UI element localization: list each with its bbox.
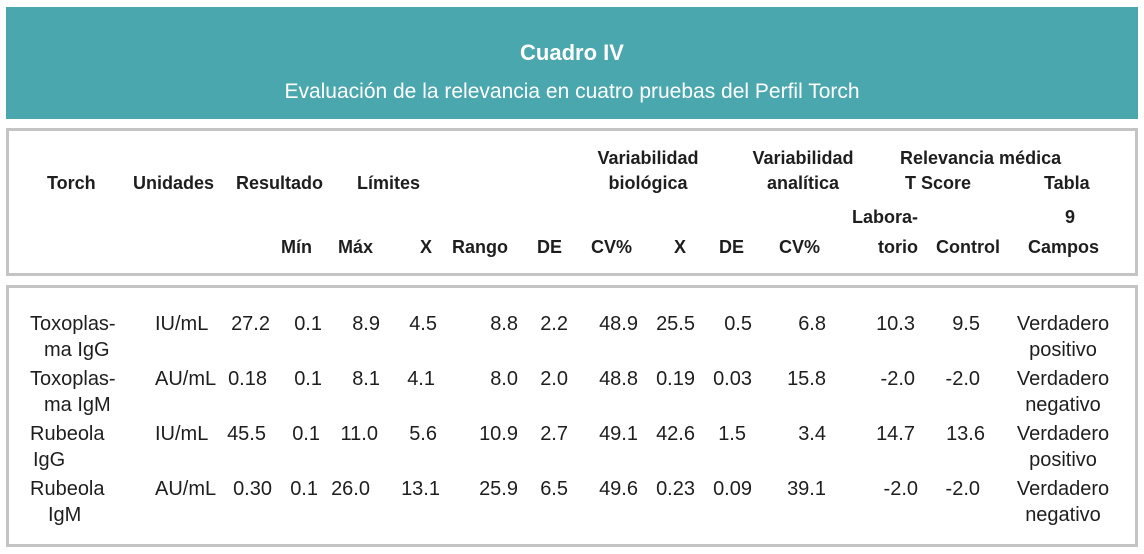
cell-resultado: 0.18 xyxy=(228,368,267,390)
cell-x-analitica: 0.19 xyxy=(656,368,695,390)
header-campos: Campos xyxy=(1028,237,1100,257)
cell-x: 4.5 xyxy=(409,313,437,335)
cell-torch-line1: Rubeola xyxy=(30,423,105,445)
header-max: Máx xyxy=(338,237,374,257)
table-body-box xyxy=(6,285,1138,547)
cell-laboratorio: 10.3 xyxy=(876,313,915,335)
header-variabilidad-biologica-1: Variabilidad xyxy=(597,148,699,168)
cell-tabla-line2: positivo xyxy=(1029,449,1097,471)
cell-resultado: 27.2 xyxy=(231,313,270,335)
cell-de-analitica: 1.5 xyxy=(718,423,746,445)
header-min: Mín xyxy=(281,237,312,257)
cell-cv-analitica: 6.8 xyxy=(798,313,826,335)
header-relevancia-medica: Relevancia médica xyxy=(900,148,1062,168)
cell-x-analitica: 25.5 xyxy=(656,313,695,335)
cell-laboratorio: 14.7 xyxy=(876,423,915,445)
cell-unidades: IU/mL xyxy=(155,423,209,445)
cell-de-analitica: 0.09 xyxy=(713,478,752,500)
cell-torch-line1: Toxoplas- xyxy=(30,368,116,390)
cell-tabla-line1: Verdadero xyxy=(1016,423,1110,445)
cell-control: 9.5 xyxy=(952,313,980,335)
cell-cv-analitica: 39.1 xyxy=(787,478,826,500)
cell-laboratorio: -2.0 xyxy=(883,478,918,500)
cell-de: 2.2 xyxy=(540,313,568,335)
cell-unidades: IU/mL xyxy=(155,313,209,335)
cell-de: 2.7 xyxy=(540,423,568,445)
cell-cv-biologica: 48.8 xyxy=(599,368,638,390)
cell-torch-line1: Toxoplas- xyxy=(30,313,116,335)
cell-tabla-line2: positivo xyxy=(1029,339,1097,361)
cell-cv-analitica: 3.4 xyxy=(798,423,826,445)
cell-control: -2.0 xyxy=(945,368,980,390)
header-cv-biologica: CV% xyxy=(591,237,633,257)
header-control: Control xyxy=(936,237,1000,257)
cell-rango: 10.9 xyxy=(479,423,518,445)
header-variabilidad-analitica-2: analítica xyxy=(766,173,840,193)
header-laboratorio-2: torio xyxy=(878,237,918,257)
header-x-analitica: X xyxy=(674,237,687,257)
cell-torch-line2: ma IgG xyxy=(44,339,110,361)
cell-resultado: 0.30 xyxy=(233,478,272,500)
header-de-analitica: DE xyxy=(719,237,745,257)
cell-torch-line2: IgG xyxy=(33,449,66,471)
cell-cv-biologica: 48.9 xyxy=(599,313,638,335)
cell-tabla-line1: Verdadero xyxy=(1016,313,1110,335)
table-title-band: Cuadro IV Evaluación de la relevancia en… xyxy=(6,7,1138,119)
cell-min: 0.1 xyxy=(294,368,322,390)
header-unidades: Unidades xyxy=(133,173,215,193)
cell-min: 0.1 xyxy=(292,423,320,445)
header-variabilidad-biologica-2: biológica xyxy=(608,173,688,193)
cell-x: 4.1 xyxy=(407,368,435,390)
cell-torch-line2: IgM xyxy=(48,504,82,526)
cell-de: 2.0 xyxy=(540,368,568,390)
cell-x-analitica: 42.6 xyxy=(656,423,695,445)
header-nine: 9 xyxy=(1064,207,1075,227)
header-resultado: Resultado xyxy=(236,173,324,193)
cell-laboratorio: -2.0 xyxy=(880,368,915,390)
header-torch: Torch xyxy=(47,173,96,193)
cell-cv-biologica: 49.1 xyxy=(599,423,638,445)
cell-x-analitica: 0.23 xyxy=(656,478,695,500)
header-rango: Rango xyxy=(452,237,508,257)
header-de-biologica: DE xyxy=(537,237,563,257)
header-variabilidad-analitica-1: Variabilidad xyxy=(752,148,854,168)
header-laboratorio-1: Labora- xyxy=(851,207,918,227)
table-subtitle: Evaluación de la relevancia en cuatro pr… xyxy=(284,80,860,103)
header-cv-analitica: CV% xyxy=(779,237,821,257)
cell-de-analitica: 0.5 xyxy=(724,313,752,335)
cell-control: -2.0 xyxy=(945,478,980,500)
cell-max: 8.9 xyxy=(352,313,380,335)
cell-cv-analitica: 15.8 xyxy=(787,368,826,390)
table-title: Cuadro IV xyxy=(520,40,624,65)
cell-tabla-line2: negativo xyxy=(1025,394,1101,416)
cell-cv-biologica: 49.6 xyxy=(599,478,638,500)
cell-unidades: AU/mL xyxy=(155,478,217,500)
cell-resultado: 45.5 xyxy=(227,423,266,445)
cell-torch-line1: Rubeola xyxy=(30,478,105,500)
cell-control: 13.6 xyxy=(946,423,985,445)
cell-de-analitica: 0.03 xyxy=(713,368,752,390)
cell-tabla-line1: Verdadero xyxy=(1016,478,1110,500)
header-t-score: T Score xyxy=(905,173,972,193)
table-header-box xyxy=(6,128,1138,276)
cell-rango: 8.8 xyxy=(490,313,518,335)
cell-max: 8.1 xyxy=(352,368,380,390)
cell-max: 11.0 xyxy=(340,423,378,445)
cell-min: 0.1 xyxy=(290,478,318,500)
cell-de: 6.5 xyxy=(540,478,568,500)
cell-rango: 25.9 xyxy=(479,478,518,500)
cell-tabla-line1: Verdadero xyxy=(1016,368,1110,390)
cell-x: 13.1 xyxy=(401,478,440,500)
cell-torch-line2: ma IgM xyxy=(44,394,111,416)
cell-max: 26.0 xyxy=(331,478,370,500)
header-tabla: Tabla xyxy=(1044,173,1090,193)
cell-unidades: AU/mL xyxy=(155,368,217,390)
cell-rango: 8.0 xyxy=(490,368,518,390)
header-limites: Límites xyxy=(357,173,421,193)
cell-x: 5.6 xyxy=(409,423,437,445)
cell-tabla-line2: negativo xyxy=(1025,504,1101,526)
cell-min: 0.1 xyxy=(294,313,322,335)
header-x-limites: X xyxy=(420,237,433,257)
